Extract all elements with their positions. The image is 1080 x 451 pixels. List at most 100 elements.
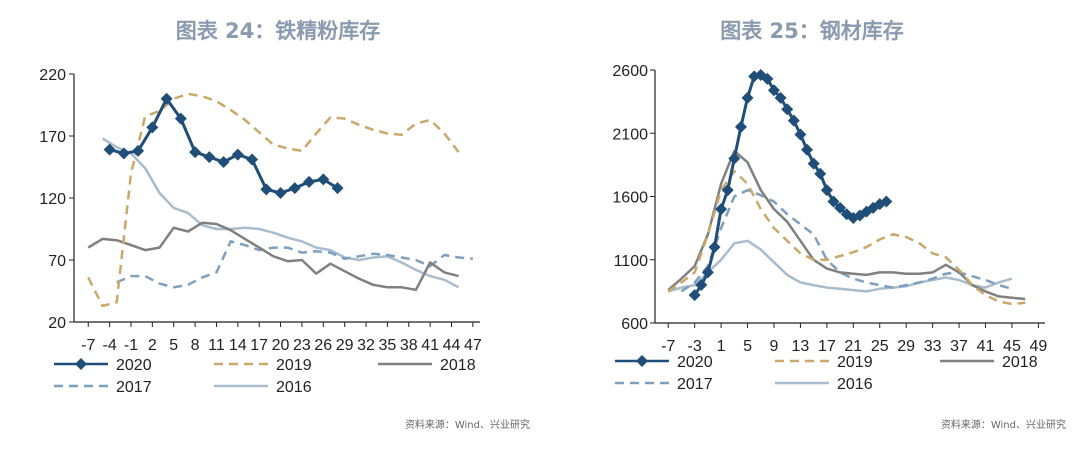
y-tick-label: 70 [48,253,66,270]
x-tick-label: -4 [102,337,116,354]
x-tick-label: 45 [1003,338,1021,355]
data-point [741,91,754,104]
legend-label: 2017 [116,379,152,396]
right-chart: 2600 2100 1600 1100 600 -7 -3 1 5 9 13 17 21 25 29 33 37… [612,63,1047,393]
data-point [203,151,216,164]
legend-label: 2019 [276,357,312,374]
legend-label: 2017 [677,376,713,393]
x-tick-label: 35 [379,337,397,354]
x-tick-label: 1 [717,338,726,355]
data-point [781,103,794,116]
series-line-2017 [680,188,1013,293]
data-point [117,147,130,160]
x-tick-label: -3 [688,338,702,355]
y-tick-label: 2100 [612,126,648,143]
data-point [288,182,301,195]
legend-marker [636,355,648,367]
x-tick-label: 44 [443,337,461,354]
x-tick-label: 17 [250,337,268,354]
y-tick-label: 120 [39,191,66,208]
x-tick-label: 11 [208,337,225,354]
data-point [767,84,780,97]
data-point [317,173,330,186]
y-tick-label: 2600 [612,63,648,80]
data-point [820,184,833,197]
data-point [160,92,173,105]
x-tick-label: 25 [871,338,889,355]
data-point [260,183,273,196]
data-point [688,289,701,302]
x-tick-label: -7 [81,337,95,354]
x-tick-label: 13 [792,338,810,355]
data-point [814,167,827,180]
x-tick-label: 47 [464,337,482,354]
data-point [721,184,734,197]
data-point [246,153,259,166]
chart-title: 图表 24：铁精粉库存 [176,19,381,43]
data-point [303,175,316,188]
series-line-2019 [667,169,1026,306]
data-point [274,187,287,200]
x-tick-label: 9 [770,338,779,355]
data-point [728,152,741,165]
x-tick-label: 41 [421,337,439,354]
data-point [807,157,820,170]
data-point [189,146,202,159]
x-tick-label: 17 [818,338,836,355]
y-tick-label: 1600 [612,190,648,207]
y-tick-label: 220 [39,67,66,84]
series-line-2016 [667,239,1013,293]
data-point [146,121,159,134]
x-tick-label: 33 [924,338,942,355]
x-tick-label: 29 [897,338,915,355]
data-point [708,241,721,254]
x-tick-label: 2 [148,337,157,354]
legend-label: 2020 [677,354,713,371]
legend-label: 2020 [116,357,152,374]
data-point [695,279,708,292]
y-tick-label: 20 [48,315,66,332]
data-point [715,203,728,216]
x-tick-label: 5 [743,338,752,355]
series-line-2020 [109,97,339,195]
source-note: 资料来源：Wind、兴业研究 [941,418,1066,431]
x-tick-label: 14 [229,337,247,354]
data-point [174,112,187,125]
x-tick-label: 38 [400,337,418,354]
data-point [331,182,344,195]
series-line-2016 [101,137,460,289]
data-point [103,143,116,156]
data-point [774,91,787,104]
data-point [231,148,244,161]
x-tick-label: 26 [314,337,332,354]
chart-title: 图表 25：钢材库存 [720,19,904,43]
x-tick-label: -7 [661,338,675,355]
series-line-2017 [116,240,474,289]
x-tick-label: 32 [357,337,375,354]
data-point [217,156,230,169]
data-point [801,143,814,156]
data-point [132,144,145,157]
x-tick-label: 37 [950,338,968,355]
series-line-2018 [87,221,459,292]
y-tick-label: 170 [39,129,66,146]
data-point [827,195,840,208]
legend-label: 2019 [837,354,873,371]
x-tick-label: 41 [977,338,995,355]
data-point [701,266,714,279]
legend-label: 2016 [837,376,873,393]
x-tick-label: 49 [1029,338,1047,355]
series-line-2019 [87,92,460,308]
data-point [834,201,847,214]
x-tick-label: 29 [336,337,354,354]
legend-label: 2018 [440,357,476,374]
x-tick-label: 20 [272,337,290,354]
x-tick-label: 23 [293,337,311,354]
legend-label: 2018 [1002,354,1038,371]
y-tick-label: 1100 [614,253,649,270]
legend-label: 2016 [276,379,312,396]
x-tick-label: 5 [169,337,178,354]
x-tick-label: 21 [844,338,862,355]
data-point [761,72,774,85]
